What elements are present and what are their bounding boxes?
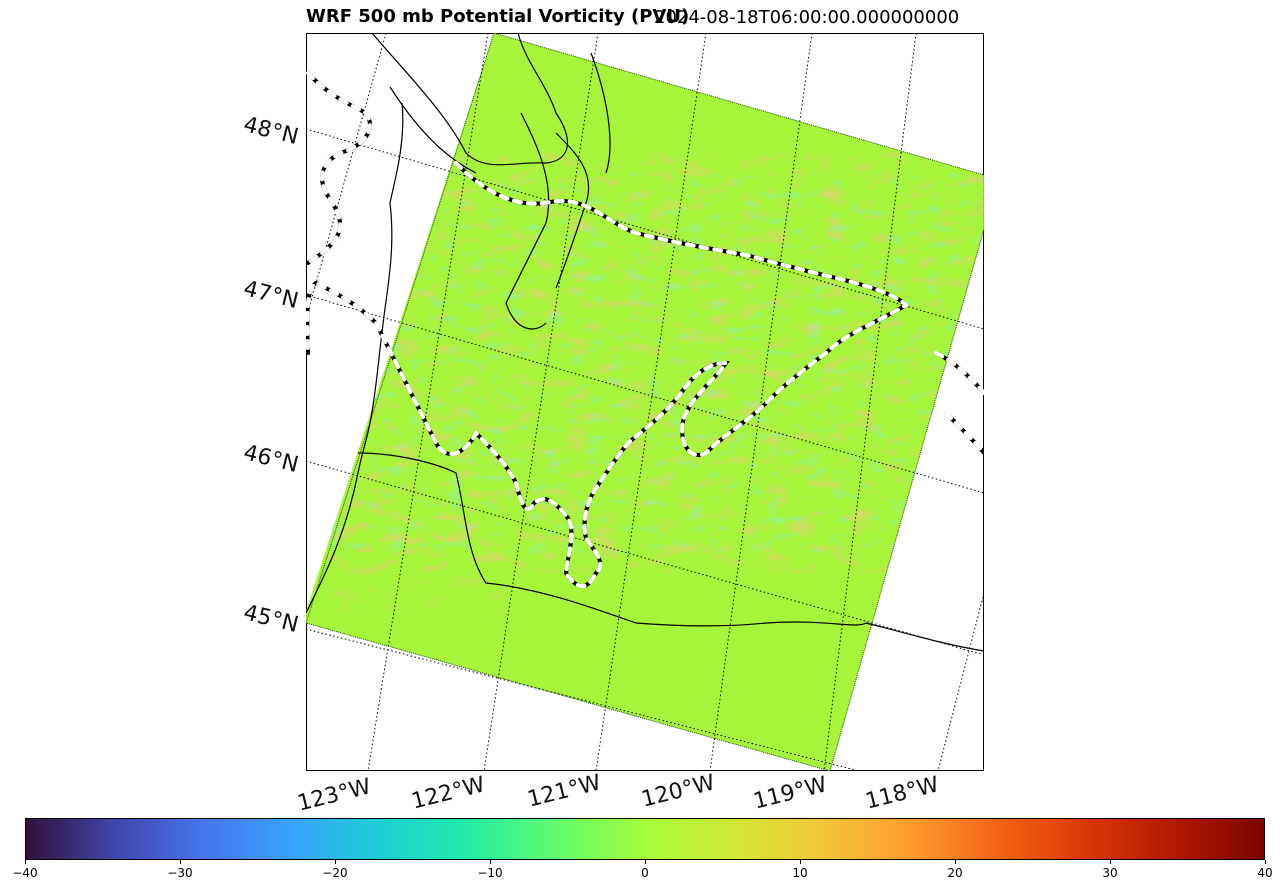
colorbar-tick-label: −40 bbox=[12, 866, 38, 880]
colorbar-tick-label: −10 bbox=[477, 866, 503, 880]
lon-label-121: 121°W bbox=[524, 770, 604, 813]
colorbar-tick-label: 20 bbox=[947, 866, 963, 880]
lon-label-118: 118°W bbox=[862, 772, 942, 815]
colorbar-tick bbox=[1109, 860, 1111, 864]
colorbar-tick-label: 40 bbox=[1257, 866, 1273, 880]
colorbar-tick bbox=[644, 860, 646, 864]
colorbar bbox=[25, 818, 1265, 860]
map-panel bbox=[306, 33, 984, 771]
colorbar-tick bbox=[334, 860, 336, 864]
lat-label-48: 48°N bbox=[240, 112, 301, 151]
lat-label-47: 47°N bbox=[240, 276, 301, 315]
colorbar-tick-label: 0 bbox=[641, 866, 649, 880]
colorbar-tick bbox=[799, 860, 801, 864]
colorbar-tick-label: 10 bbox=[792, 866, 808, 880]
lon-label-123: 123°W bbox=[294, 774, 374, 817]
colorbar-tick bbox=[489, 860, 491, 864]
plot-title: WRF 500 mb Potential Vorticity (PVU) bbox=[306, 6, 690, 27]
colorbar-tick-label: −20 bbox=[322, 866, 348, 880]
colorbar-tick bbox=[24, 860, 26, 864]
lon-label-119: 119°W bbox=[750, 772, 830, 815]
lat-label-46: 46°N bbox=[240, 440, 301, 479]
colorbar-tick-label: −30 bbox=[167, 866, 193, 880]
valid-time: 2024-08-18T06:00:00.000000000 bbox=[654, 7, 960, 28]
lon-label-120: 120°W bbox=[638, 770, 718, 813]
colorbar-tick-label: 30 bbox=[1102, 866, 1118, 880]
lon-label-122: 122°W bbox=[408, 772, 488, 815]
coastlines bbox=[306, 33, 984, 652]
graticule bbox=[306, 33, 984, 771]
colorbar-tick bbox=[179, 860, 181, 864]
colorbar-tick bbox=[1264, 860, 1266, 864]
lat-label-45: 45°N bbox=[240, 600, 301, 639]
colorbar-tick bbox=[954, 860, 956, 864]
